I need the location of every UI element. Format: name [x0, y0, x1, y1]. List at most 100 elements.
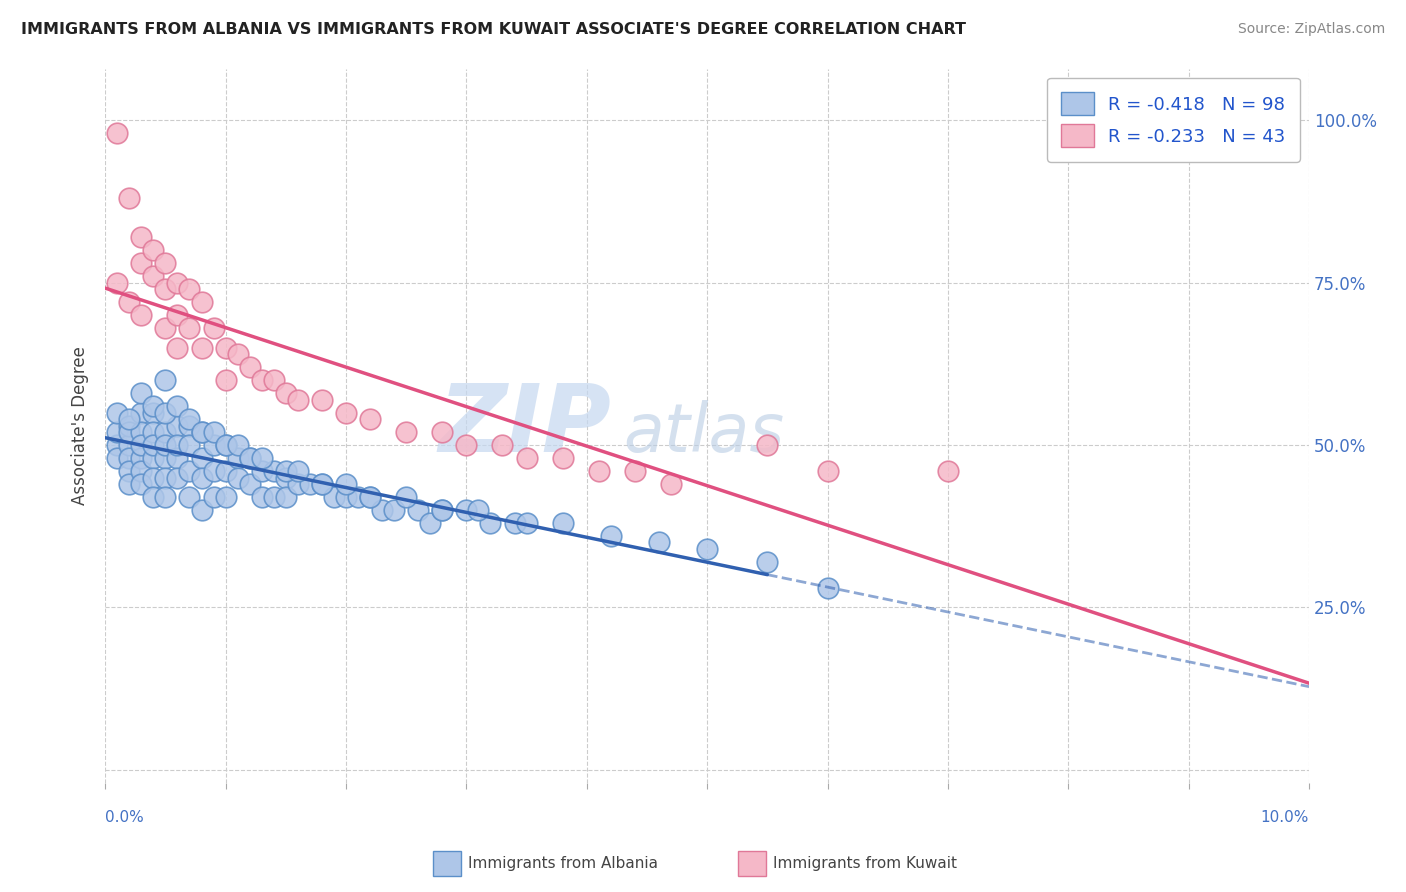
- Point: [936, 464, 959, 478]
- Point: [274, 464, 297, 478]
- Text: 0.0%: 0.0%: [105, 810, 143, 825]
- Point: [335, 477, 357, 491]
- Point: [250, 373, 273, 387]
- Point: [250, 490, 273, 504]
- Point: [142, 425, 165, 439]
- Point: [118, 477, 141, 491]
- Point: [817, 464, 839, 478]
- Point: [131, 451, 153, 466]
- Point: [287, 392, 309, 407]
- Point: [131, 438, 153, 452]
- Point: [214, 438, 236, 452]
- Point: [179, 490, 201, 504]
- Point: [371, 503, 394, 517]
- Point: [756, 555, 779, 569]
- Point: [190, 503, 212, 517]
- Point: [118, 451, 141, 466]
- Point: [155, 406, 177, 420]
- Point: [155, 451, 177, 466]
- Point: [323, 490, 346, 504]
- Point: [311, 477, 333, 491]
- Point: [155, 321, 177, 335]
- Point: [479, 516, 502, 530]
- Point: [105, 276, 128, 290]
- Point: [179, 438, 201, 452]
- Text: Immigrants from Albania: Immigrants from Albania: [468, 856, 658, 871]
- Text: Source: ZipAtlas.com: Source: ZipAtlas.com: [1237, 22, 1385, 37]
- Text: 10.0%: 10.0%: [1261, 810, 1309, 825]
- Point: [166, 451, 188, 466]
- Point: [179, 412, 201, 426]
- Point: [118, 464, 141, 478]
- Point: [118, 191, 141, 205]
- Point: [166, 276, 188, 290]
- Point: [214, 373, 236, 387]
- Point: [347, 490, 370, 504]
- Point: [202, 321, 225, 335]
- Point: [155, 438, 177, 452]
- Point: [131, 308, 153, 322]
- Point: [250, 451, 273, 466]
- Point: [202, 464, 225, 478]
- Point: [118, 412, 141, 426]
- Point: [142, 244, 165, 258]
- Point: [214, 341, 236, 355]
- Point: [166, 438, 188, 452]
- Point: [214, 464, 236, 478]
- Point: [588, 464, 610, 478]
- Point: [263, 490, 285, 504]
- Point: [648, 535, 671, 549]
- Point: [335, 406, 357, 420]
- Point: [179, 321, 201, 335]
- Point: [274, 470, 297, 484]
- Point: [551, 516, 574, 530]
- Point: [226, 438, 249, 452]
- Point: [239, 451, 262, 466]
- Point: [214, 438, 236, 452]
- Point: [298, 477, 321, 491]
- Point: [239, 477, 262, 491]
- Point: [214, 490, 236, 504]
- Point: [190, 470, 212, 484]
- Point: [142, 451, 165, 466]
- Point: [226, 347, 249, 361]
- Point: [166, 399, 188, 413]
- Text: IMMIGRANTS FROM ALBANIA VS IMMIGRANTS FROM KUWAIT ASSOCIATE'S DEGREE CORRELATION: IMMIGRANTS FROM ALBANIA VS IMMIGRANTS FR…: [21, 22, 966, 37]
- Point: [659, 477, 682, 491]
- Point: [696, 541, 718, 556]
- Point: [239, 360, 262, 375]
- Point: [250, 464, 273, 478]
- Point: [118, 438, 141, 452]
- Point: [419, 516, 441, 530]
- Point: [118, 295, 141, 310]
- Point: [155, 373, 177, 387]
- Point: [491, 438, 513, 452]
- Point: [142, 470, 165, 484]
- Point: [516, 516, 538, 530]
- Point: [226, 470, 249, 484]
- Point: [190, 451, 212, 466]
- Point: [467, 503, 489, 517]
- Point: [335, 490, 357, 504]
- Point: [155, 425, 177, 439]
- Point: [131, 464, 153, 478]
- Point: [395, 425, 418, 439]
- Point: [142, 399, 165, 413]
- Point: [311, 392, 333, 407]
- Point: [382, 503, 405, 517]
- Y-axis label: Associate's Degree: Associate's Degree: [72, 346, 89, 505]
- Point: [131, 477, 153, 491]
- Point: [756, 438, 779, 452]
- Point: [166, 341, 188, 355]
- Point: [359, 412, 381, 426]
- Point: [263, 464, 285, 478]
- Point: [142, 438, 165, 452]
- Point: [456, 503, 478, 517]
- Point: [239, 451, 262, 466]
- Point: [105, 127, 128, 141]
- Point: [226, 451, 249, 466]
- Point: [142, 406, 165, 420]
- Point: [142, 269, 165, 284]
- Point: [190, 295, 212, 310]
- Point: [406, 503, 429, 517]
